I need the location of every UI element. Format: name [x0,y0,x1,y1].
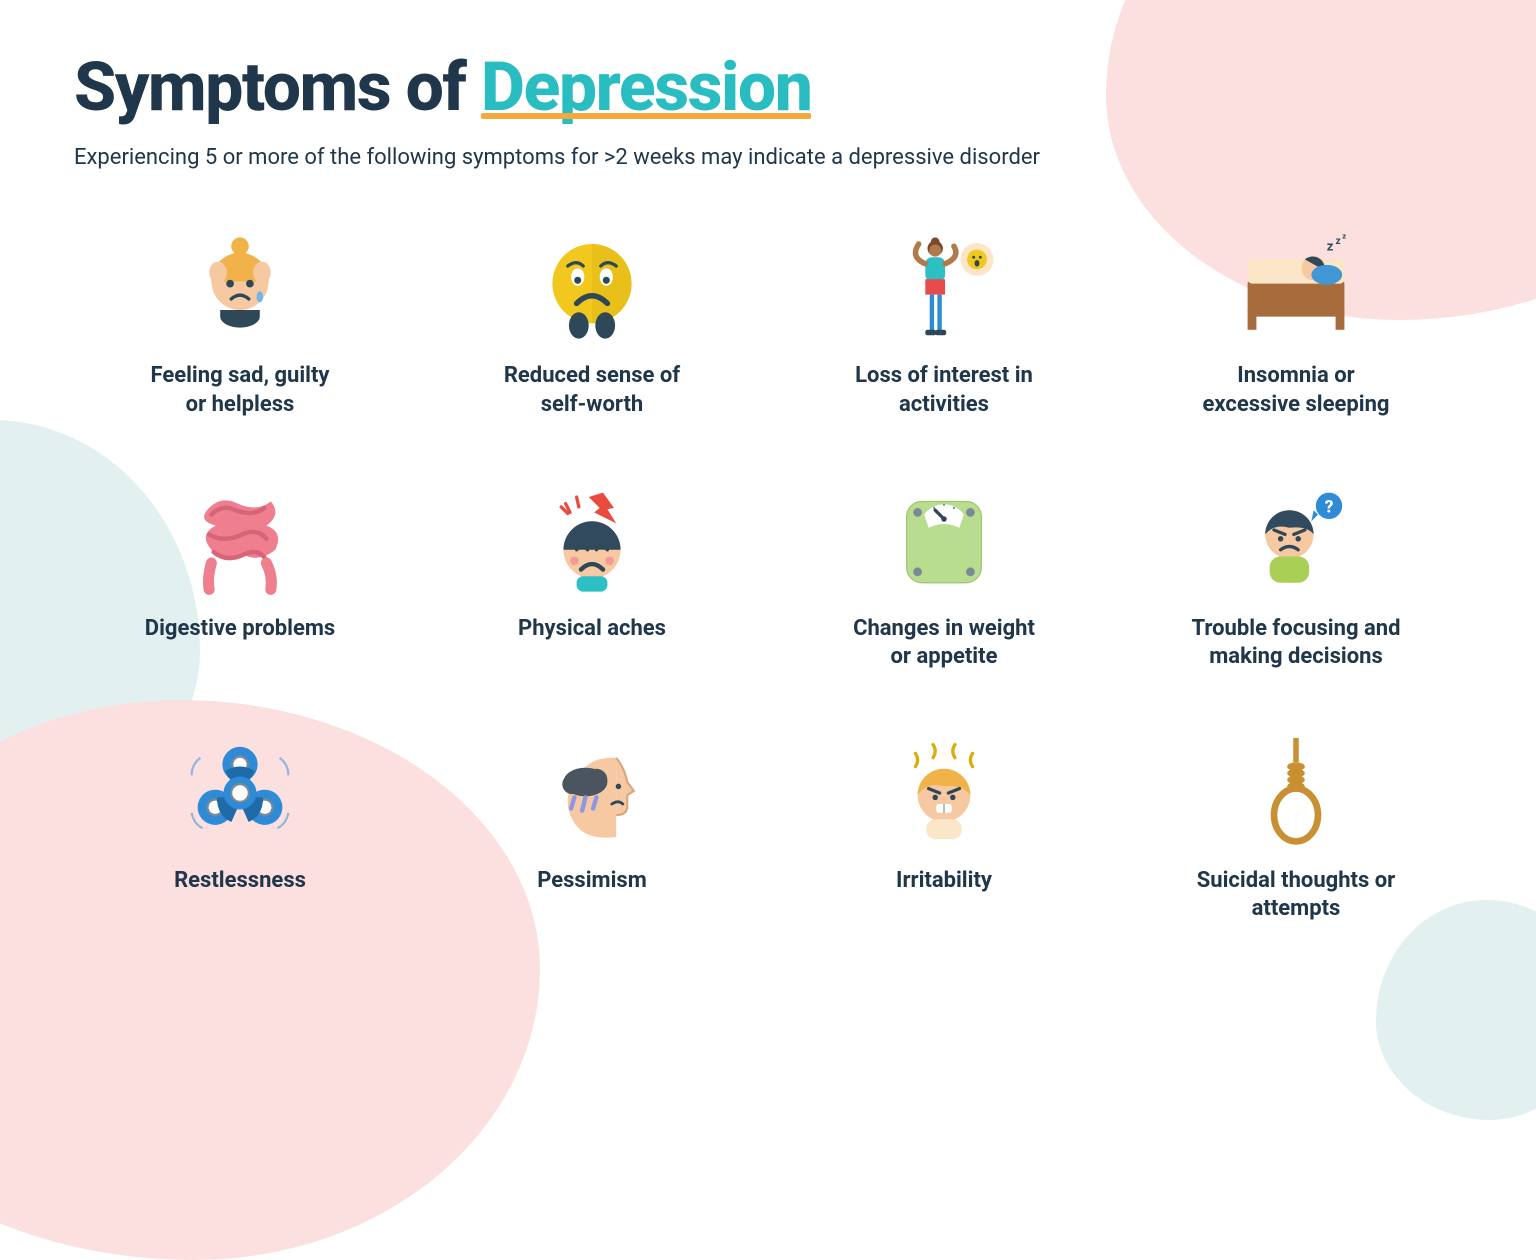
angry-person-icon [874,733,1014,853]
title-accent: Depression [481,52,812,123]
symptom-self-worth: Reduced sense of self-worth [426,228,758,418]
symptom-label: Reduced sense of self-worth [504,362,680,418]
symptom-grid: Feeling sad, guilty or helpless Reduced … [74,228,1462,923]
worry-emoji-icon [522,228,662,348]
page-title: Symptoms of Depression [74,52,1462,123]
symptom-label: Feeling sad, guilty or helpless [150,362,329,418]
symptom-label: Restlessness [174,867,306,895]
intestine-icon [170,481,310,601]
symptom-label: Suicidal thoughts or attempts [1197,867,1396,923]
bored-person-icon [874,228,1014,348]
symptom-label: Physical aches [518,615,666,643]
symptom-label: Insomnia or excessive sleeping [1203,362,1390,418]
svg-text:z: z [1336,236,1341,247]
title-prefix: Symptoms of [74,47,481,127]
rain-brain-icon [522,733,662,853]
svg-text:z: z [1342,233,1346,241]
content-container: Symptoms of Depression Experiencing 5 or… [0,0,1536,963]
symptom-label: Irritability [896,867,992,895]
symptom-aches: Physical aches [426,481,758,671]
svg-text:?: ? [1325,497,1334,517]
symptom-restless: Restlessness [74,733,406,923]
symptom-label: Trouble focusing and making decisions [1192,615,1401,671]
symptom-interest: Loss of interest in activities [778,228,1110,418]
page-subtitle: Experiencing 5 or more of the following … [74,145,1462,170]
noose-icon [1226,733,1366,853]
symptom-label: Changes in weight or appetite [853,615,1035,671]
symptom-label: Pessimism [537,867,647,895]
sleep-bed-icon: z z z [1226,228,1366,348]
symptom-sleep: z z z Insomnia or excessive sleeping [1130,228,1462,418]
symptom-label: Loss of interest in activities [855,362,1033,418]
symptom-suicidal: Suicidal thoughts or attempts [1130,733,1462,923]
fidget-spinner-icon [170,733,310,853]
symptom-pessimism: Pessimism [426,733,758,923]
confused-person-icon: ? [1226,481,1366,601]
symptom-sad: Feeling sad, guilty or helpless [74,228,406,418]
symptom-focus: ? Trouble focusing and making decisions [1130,481,1462,671]
symptom-digestive: Digestive problems [74,481,406,671]
scale-icon [874,481,1014,601]
symptom-weight: Changes in weight or appetite [778,481,1110,671]
symptom-irritability: Irritability [778,733,1110,923]
symptom-label: Digestive problems [145,615,335,643]
sad-face-icon [170,228,310,348]
headache-icon [522,481,662,601]
svg-text:z: z [1327,240,1334,255]
